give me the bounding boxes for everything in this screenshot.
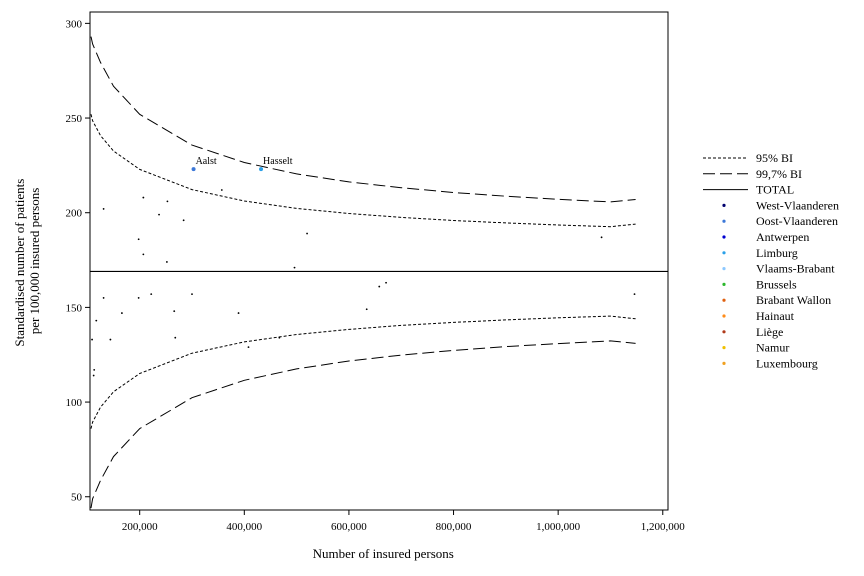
data-point bbox=[137, 297, 140, 299]
x-tick-label: 1,000,000 bbox=[536, 521, 581, 533]
data-point bbox=[121, 312, 123, 314]
legend-marker bbox=[722, 251, 726, 255]
data-point bbox=[95, 319, 98, 322]
axes: 200,000 400,000 600,000 800,000 1,000,000 1,2… bbox=[66, 11, 686, 533]
y-axis-title: Standardised number of patients per 100,… bbox=[12, 175, 42, 346]
plot-frame bbox=[89, 11, 669, 511]
legend-label: TOTAL bbox=[756, 183, 794, 197]
legend-marker bbox=[722, 314, 726, 318]
legend-label: West-Vlaanderen bbox=[756, 198, 839, 212]
data-point bbox=[365, 308, 368, 311]
y-tick-label: 250 bbox=[66, 113, 83, 125]
data-point bbox=[385, 281, 387, 284]
legend-label: Vlaams-Brabant bbox=[756, 262, 835, 276]
data-point bbox=[150, 293, 153, 296]
data-point bbox=[191, 167, 196, 172]
data-point bbox=[378, 285, 381, 288]
data-point bbox=[102, 208, 105, 210]
legend-marker bbox=[722, 298, 726, 302]
legend-marker bbox=[722, 267, 726, 271]
ci997-upper-curve bbox=[90, 36, 636, 203]
data-point bbox=[165, 261, 168, 263]
data-point bbox=[158, 213, 160, 216]
x-axis-title: Number of insured persons bbox=[313, 546, 454, 561]
legend-marker bbox=[722, 282, 726, 286]
data-point bbox=[306, 232, 308, 235]
legend-marker bbox=[722, 203, 726, 207]
legend-label: Limburg bbox=[756, 246, 798, 260]
data-point bbox=[259, 167, 264, 172]
legend-marker bbox=[722, 219, 726, 223]
data-point bbox=[91, 338, 93, 341]
legend-label: Antwerpen bbox=[756, 230, 809, 244]
data-point bbox=[293, 266, 296, 269]
legend-label: Oost-Vlaanderen bbox=[756, 214, 838, 228]
legend-marker bbox=[722, 346, 726, 350]
x-tick-label: 200,000 bbox=[122, 521, 158, 533]
data-point bbox=[92, 374, 95, 377]
legend-marker bbox=[722, 235, 726, 239]
x-tick-label: 1,200,000 bbox=[641, 521, 686, 533]
point-label: Hasselt bbox=[263, 156, 293, 167]
x-tick-label: 400,000 bbox=[226, 521, 262, 533]
legend-label: Luxembourg bbox=[756, 356, 818, 370]
data-point bbox=[220, 189, 223, 191]
legend-label: 95% BI bbox=[756, 151, 793, 165]
data-point bbox=[174, 336, 177, 339]
data-point bbox=[142, 253, 145, 256]
data-point bbox=[600, 236, 603, 239]
data-point bbox=[237, 312, 240, 314]
data-point bbox=[137, 238, 140, 241]
y-tick-label: 100 bbox=[66, 397, 83, 409]
x-tick-label: 600,000 bbox=[331, 521, 367, 533]
data-point bbox=[102, 297, 105, 299]
ci95-upper-curve bbox=[90, 114, 636, 228]
legend-label: Brussels bbox=[756, 277, 797, 291]
plot-area: Aalst Hasselt bbox=[90, 36, 668, 509]
y-tick-label: 50 bbox=[71, 492, 83, 504]
legend-marker bbox=[722, 361, 726, 365]
data-point bbox=[633, 293, 636, 296]
y-tick-label: 200 bbox=[66, 208, 83, 220]
x-tick-label: 800,000 bbox=[436, 521, 472, 533]
data-point bbox=[93, 368, 96, 371]
point-label: Aalst bbox=[196, 156, 217, 167]
data-point bbox=[109, 338, 112, 341]
ci997-lower-curve bbox=[90, 340, 636, 509]
data-point bbox=[247, 346, 250, 349]
y-tick-label: 300 bbox=[66, 18, 83, 30]
data-point bbox=[278, 336, 281, 339]
legend-marker bbox=[722, 330, 726, 334]
y-axis-title-line-1: Standardised number of patients bbox=[12, 179, 27, 347]
data-point bbox=[166, 200, 169, 203]
legend-label: 99,7% BI bbox=[756, 167, 802, 181]
legend-label: Brabant Wallon bbox=[756, 293, 831, 307]
data-point bbox=[142, 196, 145, 199]
y-axis-title-line-2: per 100,000 insured persons bbox=[27, 188, 42, 335]
y-tick-label: 150 bbox=[66, 302, 83, 314]
legend-label: Liège bbox=[756, 325, 783, 339]
legend-label: Hainaut bbox=[756, 309, 795, 323]
data-point bbox=[191, 293, 193, 296]
data-point bbox=[182, 219, 185, 222]
ci95-lower-curve bbox=[90, 315, 636, 429]
legend-label: Namur bbox=[756, 341, 789, 355]
data-point bbox=[173, 310, 176, 313]
